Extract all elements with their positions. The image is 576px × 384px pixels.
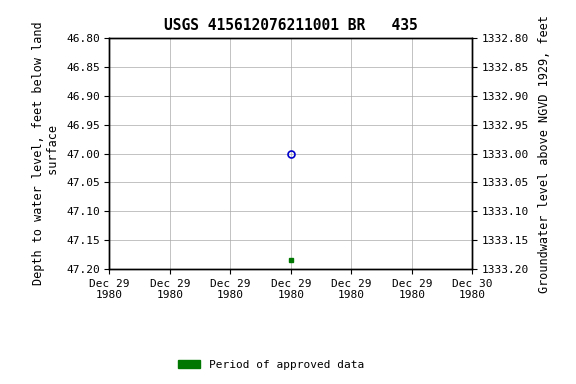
Y-axis label: Depth to water level, feet below land
 surface: Depth to water level, feet below land su…: [32, 22, 60, 285]
Y-axis label: Groundwater level above NGVD 1929, feet: Groundwater level above NGVD 1929, feet: [537, 15, 551, 293]
Legend: Period of approved data: Period of approved data: [173, 356, 368, 375]
Title: USGS 415612076211001 BR   435: USGS 415612076211001 BR 435: [164, 18, 418, 33]
